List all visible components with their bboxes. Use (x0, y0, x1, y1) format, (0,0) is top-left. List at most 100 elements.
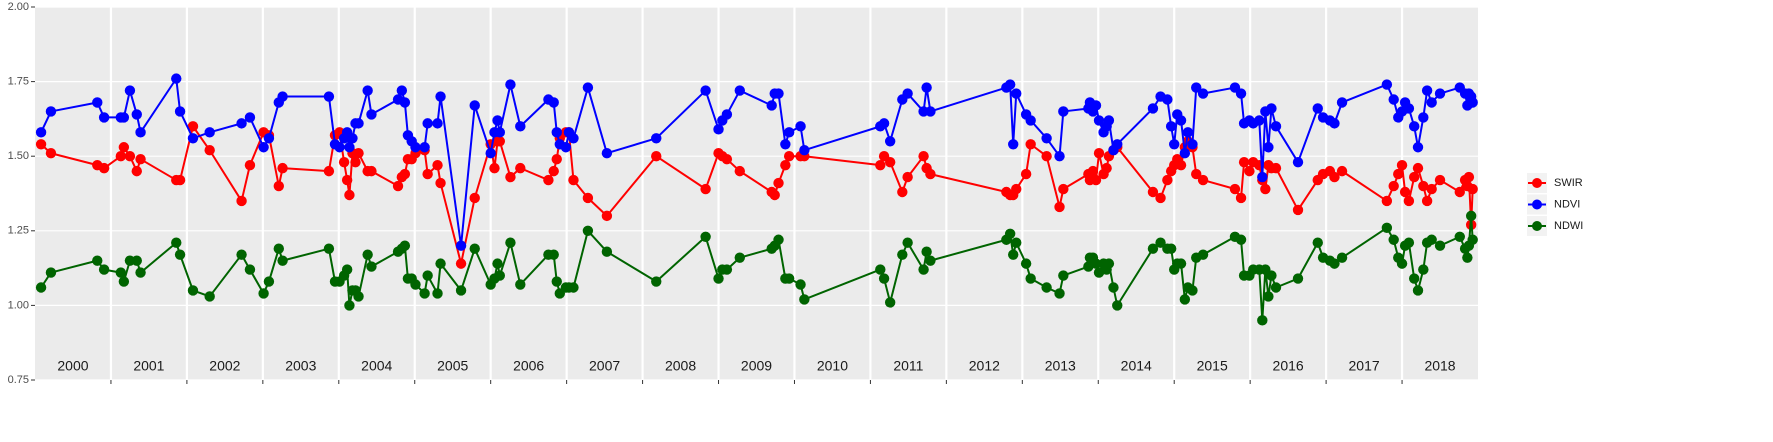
data-point (455, 240, 467, 251)
data-point (1467, 97, 1478, 108)
data-point (422, 168, 433, 180)
data-point (323, 243, 335, 254)
data-point (410, 279, 421, 290)
data-point (273, 180, 284, 192)
data-point (568, 133, 579, 144)
data-point (799, 145, 810, 156)
data-point (174, 106, 186, 117)
data-point (773, 177, 784, 189)
data-point (98, 112, 110, 123)
data-point (780, 139, 791, 150)
data-point (1011, 88, 1022, 99)
data-point (1266, 103, 1277, 114)
data-point (1054, 151, 1065, 162)
year-label: 2005 (437, 358, 468, 374)
data-point (734, 85, 745, 96)
data-point (344, 142, 355, 153)
data-point (171, 73, 182, 84)
data-point (118, 112, 130, 123)
data-point (1025, 115, 1036, 126)
data-point (875, 159, 886, 171)
data-point (783, 273, 795, 284)
data-point (494, 270, 505, 281)
data-point (277, 91, 288, 102)
data-point (795, 279, 806, 290)
data-point (582, 225, 594, 236)
data-point (548, 249, 559, 260)
year-label: 2011 (893, 358, 923, 374)
data-point (244, 264, 256, 275)
data-point (721, 109, 733, 120)
year-label: 2008 (665, 358, 696, 374)
data-point (1103, 258, 1115, 269)
legend-marker (1532, 199, 1542, 210)
year-label: 2006 (513, 358, 544, 374)
data-point (1263, 142, 1274, 153)
data-point (1093, 115, 1105, 126)
data-point (1329, 118, 1340, 129)
data-point (1235, 234, 1247, 245)
year-label: 2017 (1349, 358, 1380, 374)
data-point (1244, 165, 1255, 177)
data-point (1147, 103, 1159, 114)
data-point (1235, 192, 1247, 204)
data-point (131, 165, 142, 177)
data-point (131, 109, 142, 120)
year-label: 2004 (361, 358, 392, 374)
data-point (187, 285, 199, 296)
data-point (263, 133, 275, 144)
data-point (651, 151, 662, 162)
data-point (918, 264, 929, 275)
data-point (204, 127, 215, 138)
data-point (1270, 162, 1282, 174)
data-point (1041, 133, 1052, 144)
data-point (334, 142, 345, 153)
data-point (1412, 162, 1424, 174)
data-point (769, 189, 780, 201)
data-point (1004, 228, 1016, 239)
legend-label: NDWI (1554, 220, 1583, 232)
data-point (1025, 273, 1036, 284)
data-point (362, 85, 373, 96)
y-tick-label: 2.00 (8, 1, 29, 13)
data-point (505, 79, 516, 90)
data-point (897, 186, 908, 198)
data-point (799, 294, 810, 305)
data-point (1020, 258, 1032, 269)
data-point (1058, 106, 1069, 117)
data-point (469, 100, 480, 111)
data-point (601, 246, 613, 257)
data-point (1270, 282, 1282, 293)
data-point (700, 231, 711, 242)
data-point (1147, 186, 1159, 198)
data-point (118, 142, 130, 153)
data-point (925, 106, 936, 117)
data-point (1008, 139, 1019, 150)
data-point (1418, 180, 1429, 192)
data-point (1292, 204, 1304, 216)
data-point (1409, 171, 1420, 183)
data-point (878, 118, 890, 129)
data-point (45, 267, 57, 278)
data-point (1467, 183, 1478, 195)
data-point (1462, 252, 1473, 263)
data-point (1465, 210, 1477, 222)
data-point (277, 162, 288, 174)
data-point (1292, 156, 1304, 168)
data-point (884, 156, 896, 168)
data-point (1101, 162, 1112, 174)
data-point (204, 291, 215, 302)
data-point (1421, 195, 1433, 207)
data-point (396, 85, 408, 96)
data-point (1008, 249, 1019, 260)
data-point (432, 118, 443, 129)
data-point (1054, 288, 1065, 299)
data-point (1090, 100, 1102, 111)
data-point (131, 255, 142, 266)
data-point (1329, 258, 1340, 269)
data-point (1093, 148, 1105, 159)
data-point (700, 183, 711, 195)
data-point (419, 142, 430, 153)
data-point (721, 264, 733, 275)
data-point (921, 82, 932, 93)
